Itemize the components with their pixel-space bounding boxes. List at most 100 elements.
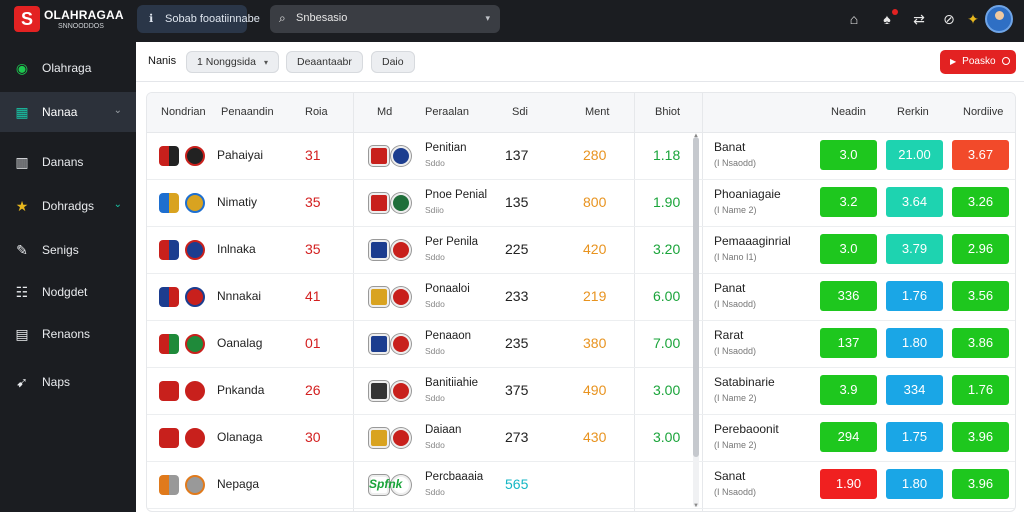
match-name[interactable]: Penitian [425, 142, 467, 154]
sidebar-item-olahraga[interactable]: ◉ Olahraga [0, 48, 136, 88]
col-header: Bhiot [655, 106, 681, 118]
odds-button[interactable]: 334 [886, 375, 943, 405]
scrollbar[interactable] [693, 137, 699, 507]
team-crest-icon [391, 475, 411, 495]
sidebar-item-naps[interactable]: ➹ Naps [0, 362, 136, 402]
sidebar-item-dohradgs[interactable]: ★ Dohradgs ⌄ [0, 186, 136, 226]
match-odds[interactable]: 1.90 [653, 194, 681, 210]
match-name[interactable]: Penaaon [425, 330, 472, 342]
odds-button[interactable]: 1.80 [886, 469, 943, 499]
odds-button[interactable]: 3.0 [820, 140, 877, 170]
team-name[interactable]: Inlnaka [217, 242, 256, 256]
team-name[interactable]: Olanaga [217, 430, 263, 444]
table-row[interactable]: Inlnaka 35 Per Penila Sddo 225 420 3.20 [147, 227, 702, 274]
search-bar[interactable]: ⌕ Snbesasio ▾ [270, 5, 500, 33]
odds-button[interactable]: 2.96 [952, 234, 1009, 264]
col-header: Rerkin [897, 106, 929, 118]
team-crest-icon [369, 334, 389, 354]
scroll-up-icon[interactable]: ▲ [693, 133, 699, 139]
odds-button[interactable]: 3.67 [952, 140, 1009, 170]
sidebar-item-nanaa[interactable]: ▦ Nanaa ⌄ [0, 92, 136, 132]
search-input[interactable]: Snbesasio [296, 12, 348, 24]
market-name: Perebaoonit [714, 422, 779, 436]
match-stat-highlight: 490 [583, 382, 607, 398]
sidebar-item-renaons[interactable]: ▤ Renaons [0, 314, 136, 354]
odds-button[interactable]: 1.76 [952, 375, 1009, 405]
bell-icon[interactable]: ♠ [878, 9, 898, 28]
odds-button[interactable]: 3.26 [952, 187, 1009, 217]
odds-button[interactable]: 1.80 [886, 328, 943, 358]
top-nav-button[interactable]: ℹ Sobab fooatiinnabe [137, 5, 260, 33]
logo-mark-icon: S [14, 6, 40, 32]
table-row[interactable]: Pahaiyai 31 Penitian Sddo 137 280 1.18 [147, 133, 702, 180]
odds-button[interactable]: 3.2 [820, 187, 877, 217]
home-icon[interactable]: ⌂ [849, 11, 859, 27]
table-row[interactable]: Oanalag 01 Penaaon Sddo 235 380 7.00 [147, 321, 702, 368]
filter-select-3[interactable]: Daio [371, 51, 415, 73]
team-name[interactable]: Nimatiy [217, 195, 258, 209]
match-name[interactable]: Daiaan [425, 424, 462, 436]
odds-button[interactable]: 137 [820, 328, 877, 358]
odds-button[interactable]: 3.64 [886, 187, 943, 217]
team-crest-icon [369, 287, 389, 307]
team-name[interactable]: Pahaiyai [217, 148, 264, 162]
match-subtext: Sddo [425, 393, 445, 403]
market-subtext: (I Nsaodd) [714, 487, 757, 497]
team-name[interactable]: Nnnakai [217, 289, 262, 303]
team-crest-icon [159, 240, 179, 260]
match-name[interactable]: Banitiiahie [425, 377, 479, 389]
odds-button[interactable]: 336 [820, 281, 877, 311]
sidebar-item-danans[interactable]: ▥ Danans [0, 142, 136, 182]
match-odds[interactable]: 6.00 [653, 288, 681, 304]
scroll-down-icon[interactable]: ▼ [693, 503, 699, 509]
team-crest-icon [391, 240, 411, 260]
match-odds[interactable]: 3.00 [653, 382, 681, 398]
match-odds[interactable]: 7.00 [653, 335, 681, 351]
odds-button[interactable]: 21.00 [886, 140, 943, 170]
match-name[interactable]: Pnoe Penial [425, 189, 488, 201]
avatar[interactable] [985, 5, 1013, 33]
team-value: 30 [305, 429, 321, 445]
odds-button[interactable]: 1.76 [886, 281, 943, 311]
filter-select-2[interactable]: Deaantaabr [286, 51, 363, 73]
filter-select-1[interactable]: 1 Nonggsida ▾ [186, 51, 279, 73]
match-odds[interactable]: 3.00 [653, 429, 681, 445]
match-name[interactable]: Per Penila [425, 236, 479, 248]
match-name[interactable]: Ponaaloi [425, 283, 470, 295]
odds-button[interactable]: 3.0 [820, 234, 877, 264]
team-crest-icon [159, 334, 179, 354]
flag-icon[interactable]: ✦ [967, 11, 979, 27]
team-name[interactable]: Oanalag [217, 336, 263, 350]
match-name[interactable]: Percbaaaia [425, 471, 484, 483]
odds-button[interactable]: 1.75 [886, 422, 943, 452]
scrollbar-thumb[interactable] [693, 137, 699, 457]
table-row[interactable]: Nepaga Percbaaaia Sddo Spfnk 565 [147, 462, 702, 509]
odds-button[interactable]: 3.96 [952, 422, 1009, 452]
odds-button[interactable]: 3.79 [886, 234, 943, 264]
table-row[interactable]: Olanaga 30 Daiaan Sddo 273 430 3.00 [147, 415, 702, 462]
odds-button[interactable]: 3.9 [820, 375, 877, 405]
primary-action-button[interactable]: ▶ Poasko [940, 50, 1016, 74]
team-name[interactable]: Pnkanda [217, 383, 265, 397]
match-odds[interactable]: 1.18 [653, 147, 681, 163]
col-header: Md [377, 106, 393, 118]
odds-button[interactable]: 294 [820, 422, 877, 452]
dropdown-caret-icon[interactable]: ▾ [485, 13, 490, 23]
odds-button[interactable]: 1.90 [820, 469, 877, 499]
sidebar-item-nodgdet[interactable]: ☷ Nodgdet [0, 272, 136, 312]
odds-button[interactable]: 3.86 [952, 328, 1009, 358]
sidebar-item-senigs[interactable]: ✎ Senigs [0, 230, 136, 270]
table-row[interactable]: Nnnakai 41 Ponaaloi Sddo 233 219 6.00 [147, 274, 702, 321]
table-row[interactable]: Pnkanda 26 Banitiiahie Sddo 375 490 3.00 [147, 368, 702, 415]
table-row[interactable]: Nimatiy 35 Pnoe Penial Sdiio 135 800 1.90 [147, 180, 702, 227]
team-name[interactable]: Nepaga [217, 477, 260, 491]
bars-icon: ▥ [15, 154, 29, 170]
odds-button[interactable]: 3.56 [952, 281, 1009, 311]
link-icon[interactable]: ⊘ [943, 11, 955, 27]
market-name: Pemaaaginrial [714, 234, 791, 248]
odds-button[interactable]: 3.96 [952, 469, 1009, 499]
match-odds[interactable]: 3.20 [653, 241, 681, 257]
app-logo[interactable]: S OLAHRAGAA SNNOODDOS [14, 6, 124, 36]
sidebar-item-label: Olahraga [42, 61, 92, 75]
share-icon[interactable]: ⇄ [913, 11, 925, 27]
